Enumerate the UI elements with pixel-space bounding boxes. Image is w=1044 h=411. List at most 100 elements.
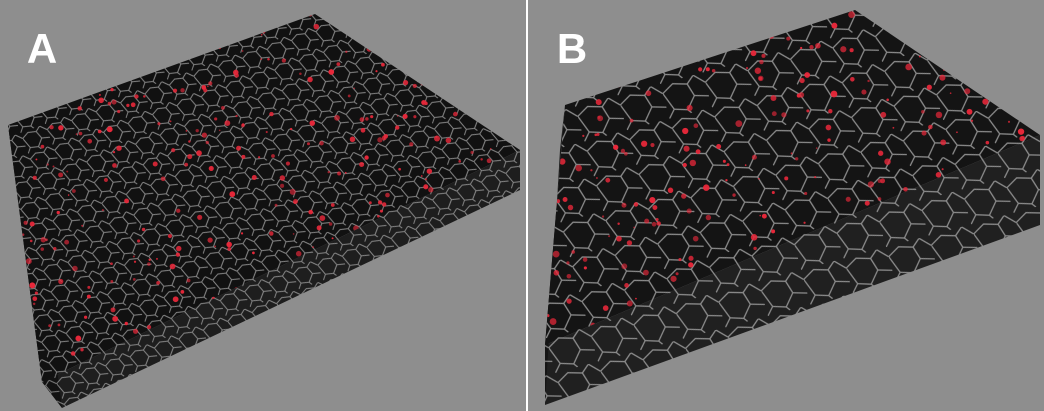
red-node: [427, 169, 432, 174]
red-node: [423, 184, 428, 189]
red-node: [846, 197, 851, 202]
red-node: [936, 172, 942, 178]
red-node: [72, 266, 78, 272]
red-node: [79, 132, 83, 136]
red-node: [99, 94, 101, 96]
red-node: [745, 164, 747, 166]
red-node: [575, 165, 582, 172]
red-node: [385, 193, 390, 198]
red-node: [147, 325, 151, 329]
red-node: [33, 176, 37, 180]
red-node: [258, 156, 260, 158]
red-node: [590, 169, 592, 171]
red-node: [596, 133, 599, 136]
red-node: [214, 117, 217, 120]
red-node: [45, 238, 48, 241]
red-node: [670, 276, 676, 282]
red-node: [706, 67, 710, 71]
red-node: [293, 233, 295, 235]
red-node: [470, 151, 473, 154]
red-node: [624, 152, 628, 156]
red-node: [98, 130, 102, 134]
red-node: [377, 215, 380, 218]
red-node: [180, 290, 184, 294]
red-node: [227, 247, 231, 251]
red-node: [296, 251, 302, 257]
red-node: [956, 131, 958, 133]
red-node: [184, 163, 188, 167]
red-node: [903, 187, 908, 192]
red-node: [308, 210, 313, 215]
red-node: [831, 23, 837, 29]
red-node: [696, 149, 701, 154]
red-node: [630, 119, 634, 123]
red-node: [269, 112, 273, 116]
red-node: [143, 95, 146, 98]
red-node: [421, 175, 423, 177]
red-node: [1018, 128, 1024, 134]
red-node: [242, 50, 244, 52]
red-node: [771, 229, 775, 233]
red-node: [848, 11, 855, 18]
red-node: [627, 300, 633, 306]
red-node: [280, 184, 284, 188]
panel-label: A: [27, 25, 57, 72]
red-node: [187, 279, 191, 283]
red-node: [252, 252, 255, 255]
red-node: [87, 286, 90, 289]
red-node: [878, 151, 883, 156]
red-node: [107, 126, 113, 132]
red-node: [196, 150, 202, 156]
red-node: [64, 240, 69, 245]
red-node: [307, 77, 312, 82]
red-node: [32, 296, 37, 301]
red-node: [188, 140, 190, 142]
red-node: [147, 262, 151, 266]
red-node: [815, 43, 821, 49]
red-node: [111, 307, 116, 312]
red-node: [878, 179, 882, 183]
red-node: [104, 178, 108, 182]
red-node: [225, 120, 231, 126]
red-node: [428, 187, 433, 192]
red-node: [314, 24, 320, 30]
red-node: [703, 184, 709, 190]
red-node: [226, 242, 232, 248]
red-node: [66, 171, 68, 173]
red-node: [58, 172, 63, 177]
red-node: [137, 239, 140, 242]
red-node: [75, 336, 81, 342]
red-node: [762, 214, 767, 219]
red-node: [133, 278, 136, 281]
red-node: [571, 250, 575, 254]
red-node: [656, 218, 659, 221]
red-node: [786, 37, 790, 41]
red-node: [299, 72, 302, 75]
red-node: [235, 115, 237, 117]
red-node: [568, 205, 573, 210]
red-node: [58, 125, 63, 130]
red-node: [170, 120, 172, 122]
red-node: [207, 86, 209, 88]
red-node: [328, 171, 330, 173]
red-node: [112, 316, 118, 322]
red-node: [219, 130, 221, 132]
red-node: [360, 117, 365, 122]
red-node: [421, 100, 425, 104]
red-node: [583, 257, 588, 262]
red-node: [652, 205, 657, 210]
red-node: [271, 154, 275, 158]
red-node: [369, 201, 372, 204]
red-node: [641, 141, 647, 147]
red-node: [196, 129, 199, 132]
red-node: [735, 120, 742, 127]
red-node: [383, 134, 388, 139]
red-node: [378, 200, 382, 204]
red-node: [905, 64, 912, 71]
red-node: [723, 160, 726, 163]
red-node: [29, 282, 35, 288]
red-node: [209, 166, 214, 171]
red-node: [613, 145, 618, 150]
red-node: [693, 236, 699, 242]
red-node: [878, 197, 882, 201]
